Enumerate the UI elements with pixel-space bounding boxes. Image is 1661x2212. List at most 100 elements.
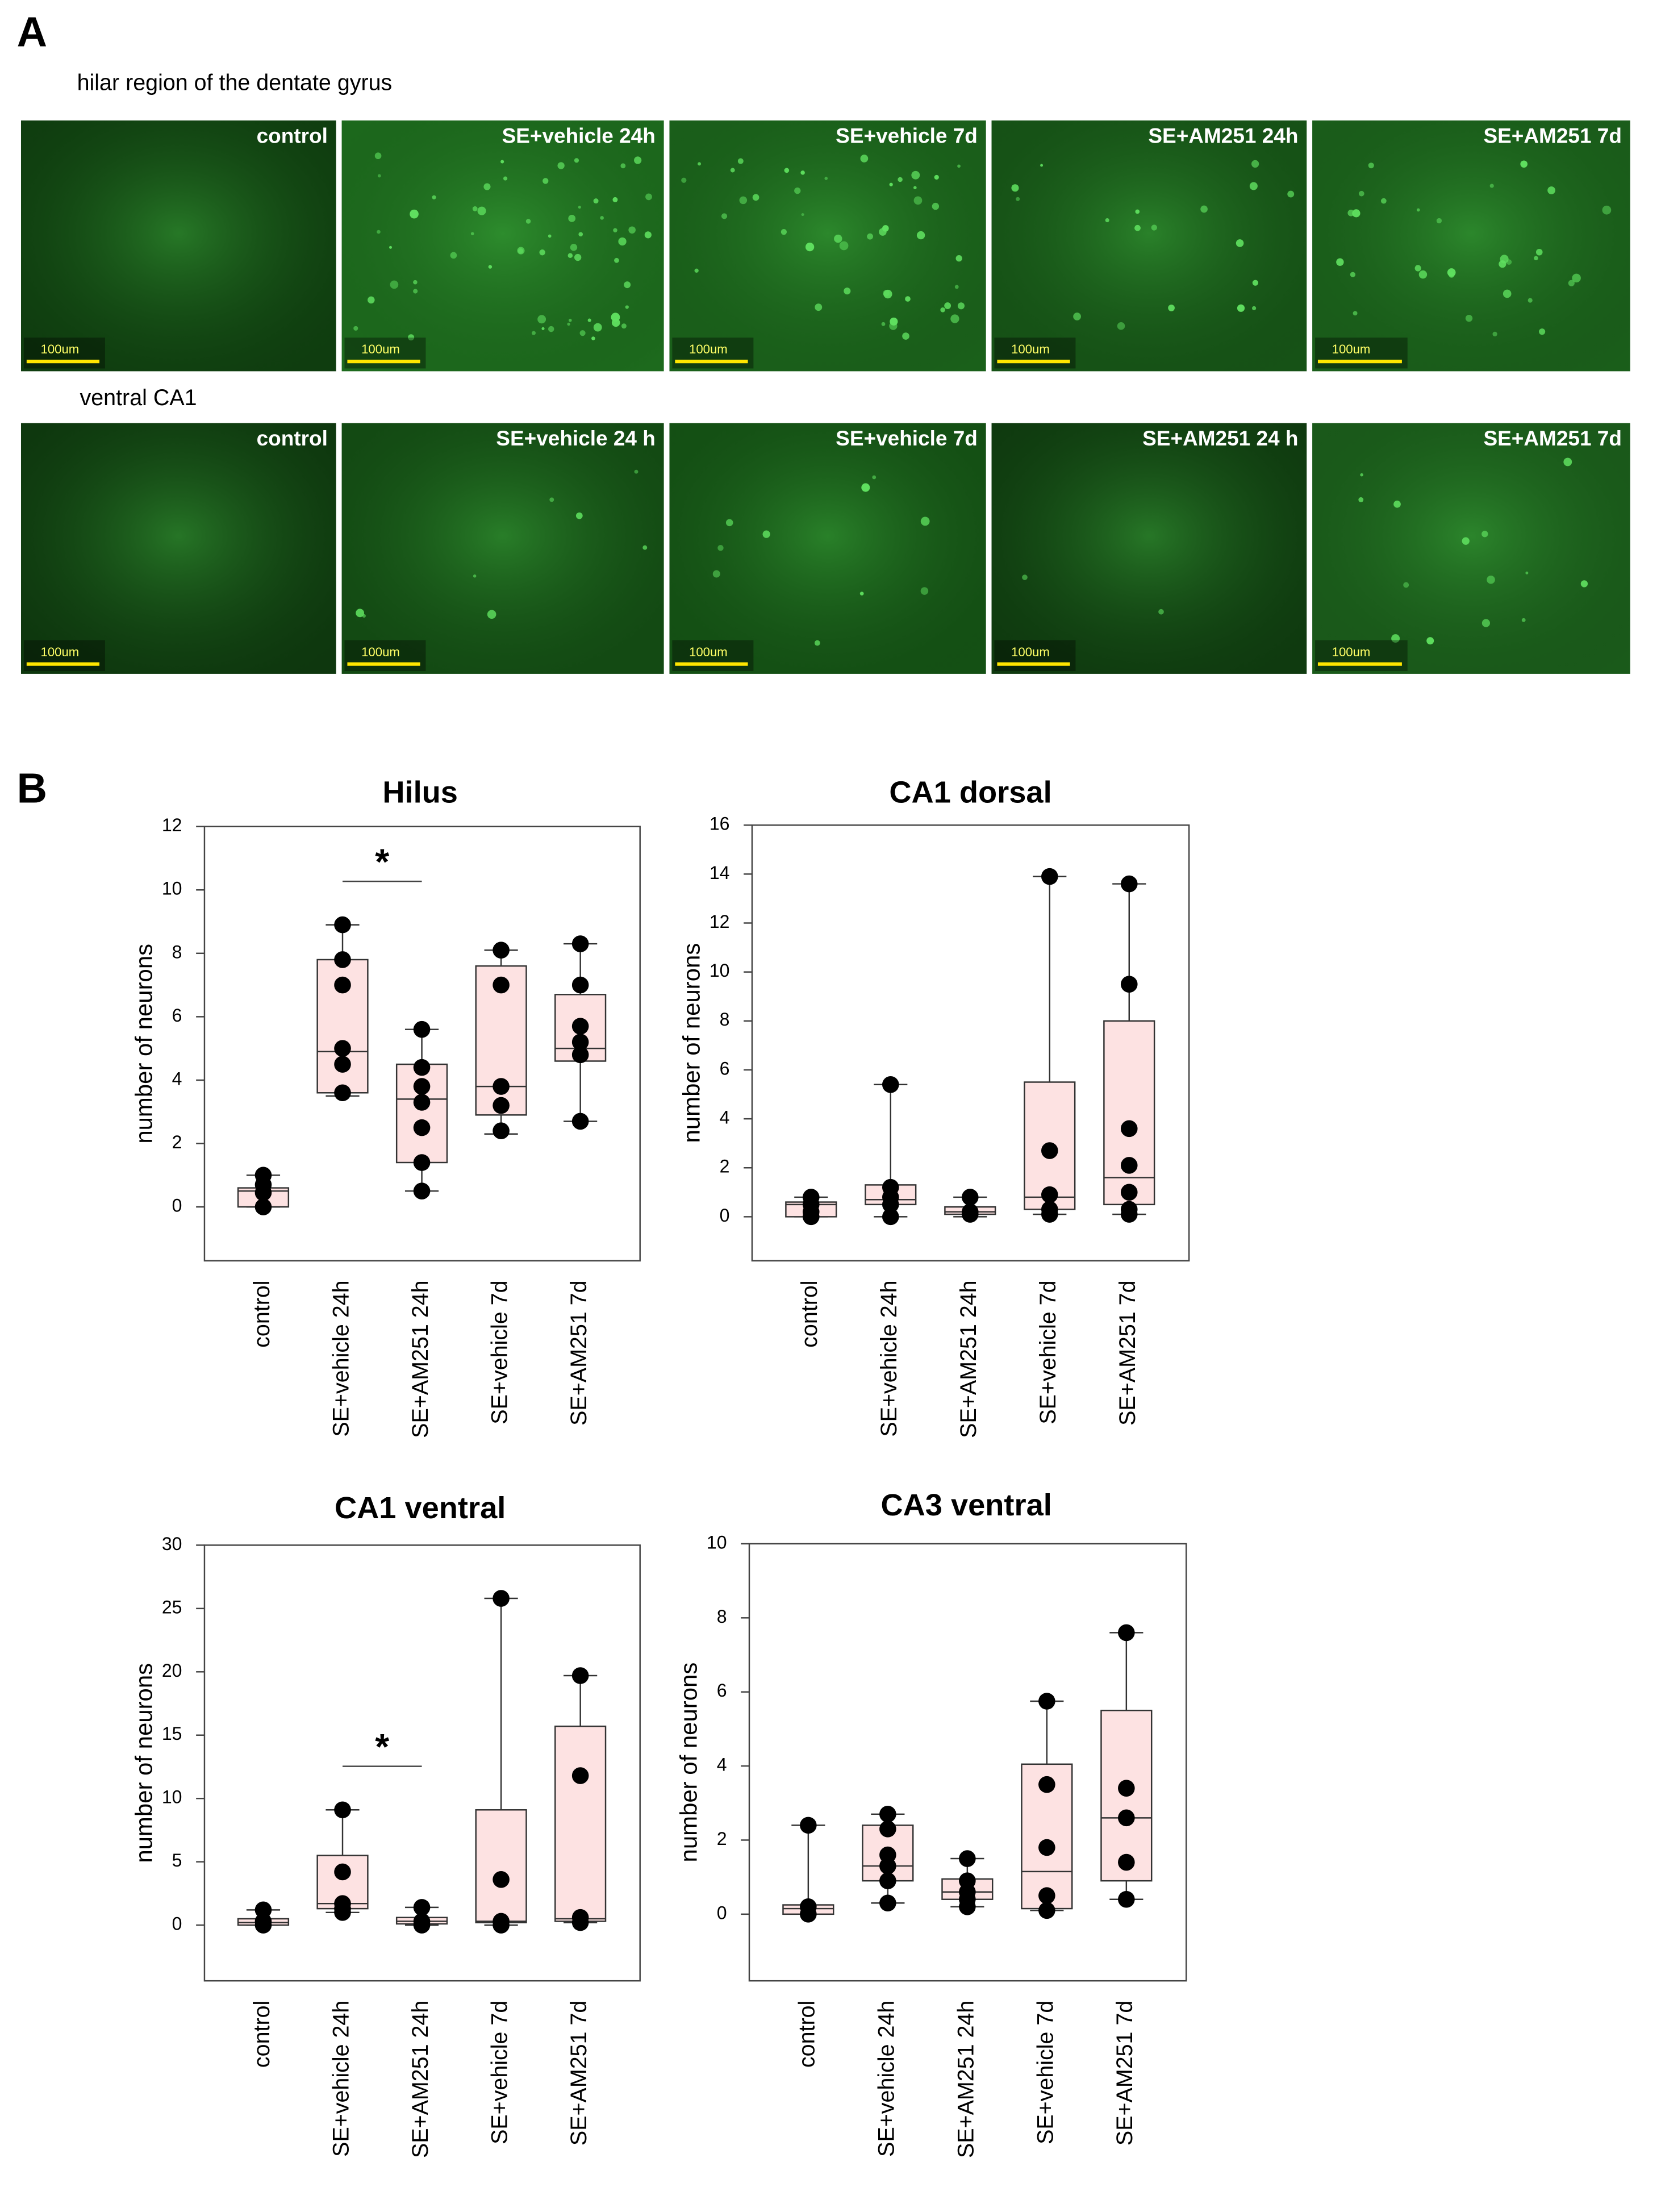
cell-signal	[1117, 322, 1125, 330]
scale-label: 100um	[40, 342, 79, 356]
y-tick-label: 30	[162, 1534, 182, 1554]
cell-signal	[613, 228, 617, 233]
data-point	[413, 1899, 431, 1916]
cell-signal	[567, 322, 570, 326]
y-tick-label: 4	[720, 1107, 730, 1128]
data-point	[1120, 875, 1138, 893]
data-point	[1118, 1809, 1135, 1827]
chart-title: CA1 dorsal	[889, 775, 1051, 809]
cell-signal	[1040, 164, 1044, 167]
x-tick-label: SE+AM251 24h	[408, 1280, 433, 1438]
micrograph-glow	[20, 423, 336, 674]
cell-signal	[389, 245, 392, 249]
cell-signal	[1237, 304, 1245, 312]
cell-signal	[859, 591, 864, 595]
cell-signal	[932, 202, 940, 210]
data-point	[1118, 1853, 1135, 1871]
box	[554, 1725, 607, 1922]
data-point	[413, 1154, 431, 1171]
cell-signal	[574, 253, 582, 261]
cell-signal	[957, 164, 961, 168]
cell-signal	[1487, 575, 1495, 584]
data-point	[493, 1122, 510, 1139]
cell-signal	[1135, 209, 1140, 214]
y-tick-label: 0	[720, 1205, 730, 1226]
cell-signal	[353, 326, 358, 331]
data-point	[571, 1113, 589, 1130]
cell-signal	[1158, 609, 1164, 615]
cell-signal	[911, 170, 920, 180]
cell-signal	[1022, 574, 1028, 580]
cell-signal	[567, 253, 573, 258]
data-point	[1038, 1839, 1055, 1856]
x-tick-label: SE+AM251 7d	[1115, 1280, 1140, 1425]
x-tick-label: SE+AM251 24h	[408, 2001, 433, 2158]
data-point	[1038, 1693, 1055, 1710]
data-point	[961, 1206, 979, 1223]
data-point	[413, 1020, 431, 1038]
micrograph-glow	[1312, 423, 1630, 674]
cell-signal	[1503, 289, 1512, 298]
cell-signal	[432, 195, 436, 199]
data-point	[493, 976, 510, 994]
y-tick-label: 2	[172, 1132, 182, 1152]
data-point	[334, 951, 351, 968]
cell-signal	[548, 326, 554, 332]
data-point	[493, 1917, 510, 1934]
y-tick-label: 0	[717, 1902, 727, 1923]
cell-signal	[413, 289, 418, 294]
micrograph-glow	[991, 423, 1307, 674]
cell-signal	[944, 302, 951, 309]
cell-signal	[1134, 224, 1141, 231]
scale-bar-bg	[23, 338, 105, 369]
scale-bar-bg	[344, 338, 426, 369]
data-point	[571, 1046, 589, 1064]
cell-signal	[1360, 473, 1363, 477]
data-point	[413, 1059, 431, 1076]
plot-frame	[748, 1543, 1187, 1982]
micrograph-glow	[669, 120, 986, 372]
cell-signal	[902, 332, 909, 340]
y-tick-label: 10	[707, 1532, 727, 1552]
cell-signal	[694, 268, 699, 273]
cell-signal	[377, 174, 381, 178]
y-tick-label: 8	[717, 1606, 727, 1627]
cell-signal	[1528, 298, 1533, 303]
cell-signal	[834, 234, 842, 243]
cell-signal	[614, 257, 619, 263]
cell-signal	[954, 285, 959, 289]
cell-signal	[548, 234, 552, 238]
cell-signal	[801, 213, 804, 216]
data-point	[571, 1914, 589, 1931]
cell-signal	[698, 162, 702, 166]
data-point	[879, 1821, 896, 1838]
y-tick-label: 0	[172, 1195, 182, 1216]
x-tick-label: control	[249, 1280, 274, 1347]
y-tick-label: 8	[172, 942, 182, 962]
data-point	[493, 942, 510, 959]
image-label: SE+AM251 24h	[1148, 124, 1298, 147]
cell-signal	[950, 314, 959, 323]
cell-signal	[570, 244, 578, 251]
cell-signal	[920, 587, 929, 595]
data-point	[961, 1189, 979, 1206]
cell-signal	[1358, 497, 1364, 502]
cell-signal	[1151, 224, 1157, 231]
cell-signal	[473, 574, 477, 578]
x-tick-label: SE+vehicle 7d	[1036, 1280, 1061, 1424]
cell-signal	[1353, 311, 1358, 316]
cell-signal	[1506, 259, 1512, 265]
data-point	[413, 1078, 431, 1095]
data-point	[413, 1917, 431, 1934]
data-point	[1038, 1776, 1055, 1793]
cell-signal	[569, 318, 572, 322]
cell-signal	[1418, 270, 1428, 279]
data-point	[959, 1850, 976, 1867]
cell-signal	[390, 280, 399, 289]
cell-signal	[634, 469, 638, 474]
data-point	[1041, 1142, 1058, 1159]
cell-signal	[905, 296, 911, 302]
cell-signal	[600, 216, 604, 220]
cell-signal	[883, 290, 890, 297]
scale-bar-bg	[994, 640, 1076, 671]
